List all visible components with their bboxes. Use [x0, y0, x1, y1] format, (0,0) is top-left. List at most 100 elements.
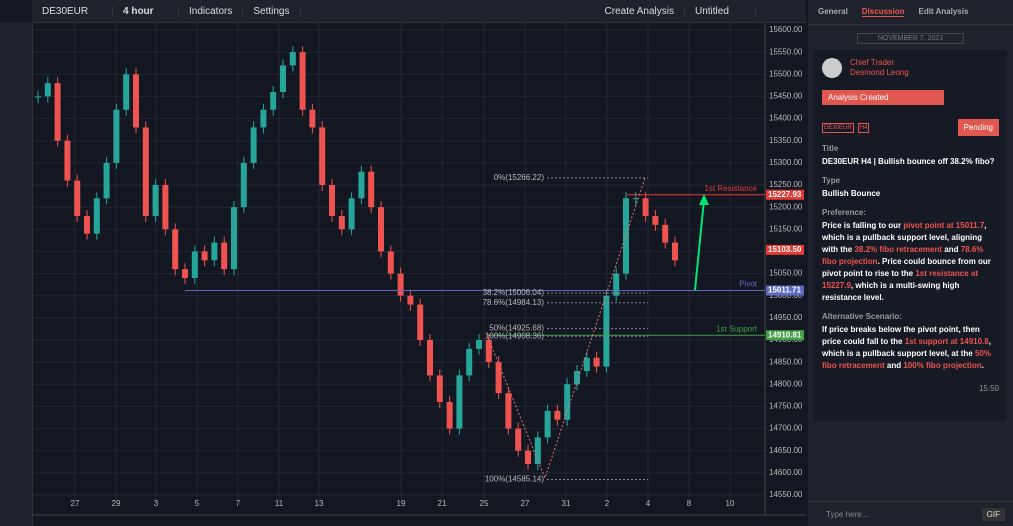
date-label: 25: [480, 499, 489, 508]
text: , which is a pullback support level, ali…: [822, 221, 987, 254]
symbol[interactable]: DE30EUR: [32, 5, 113, 17]
candle: [35, 96, 41, 98]
text: If price breaks below the pivot point, t…: [822, 325, 980, 346]
plot-bg: [33, 22, 806, 526]
price-label: 15200.00: [769, 202, 803, 211]
date-label: 7: [236, 499, 241, 508]
tab[interactable]: Discussion: [861, 7, 905, 17]
price-label: 15450.00: [769, 92, 803, 101]
candle: [417, 304, 424, 340]
candle: [103, 162, 110, 199]
candle: [593, 357, 600, 367]
candle: [93, 198, 100, 234]
text: and: [942, 245, 961, 254]
candle: [358, 171, 365, 199]
candle: [191, 251, 198, 278]
candle: [485, 340, 492, 363]
text: . Price could bounce from our pivot poin…: [822, 257, 991, 278]
date-label: 27: [71, 499, 80, 508]
price-label: 15600.00: [769, 25, 803, 34]
candle: [387, 251, 394, 274]
price-label: 15250.00: [769, 180, 803, 189]
price-label: 15500.00: [769, 69, 803, 78]
pending: Pending: [957, 119, 999, 136]
candle: [583, 357, 590, 371]
candle: [123, 74, 130, 110]
highlight: 100% fibo projection: [903, 361, 982, 370]
price-label: 15400.00: [769, 114, 803, 123]
arrow-head: [699, 194, 709, 205]
price-tag-label: 15103.50: [768, 245, 802, 254]
layout-name[interactable]: Untitled: [685, 5, 756, 17]
date-label: 8: [687, 499, 692, 508]
candle: [642, 198, 649, 216]
candle: [133, 74, 139, 128]
candle: [378, 207, 384, 252]
candle: [280, 65, 286, 92]
interval[interactable]: 4 hour: [113, 5, 179, 17]
label: Alternative Scenario:: [822, 312, 903, 321]
candle: [319, 127, 326, 185]
price-label: 15050.00: [769, 269, 803, 278]
preference: Price is falling to our pivot point at 1…: [822, 220, 999, 304]
role: Chief Trader: [850, 58, 895, 67]
candle: [231, 207, 237, 270]
indicators[interactable]: Indicators: [179, 5, 244, 17]
settings[interactable]: Settings: [243, 5, 301, 17]
candle: [152, 185, 159, 216]
badge: DE30EUR: [822, 122, 854, 133]
candle: [182, 269, 188, 278]
candle: [564, 384, 571, 420]
candle: [456, 375, 463, 429]
fib-path: [486, 177, 646, 480]
text: and: [884, 361, 904, 370]
candle: [495, 362, 502, 394]
candle: [505, 393, 512, 429]
input[interactable]: Type here...: [826, 509, 869, 519]
price-label: 15350.00: [769, 136, 803, 145]
chart: 15600.00 15550.00 15500.00 15450.00 15400.00…: [33, 22, 806, 526]
price-label: 14950.00: [769, 313, 803, 322]
author: Desmond Leong: [850, 68, 909, 77]
candle: [54, 83, 61, 141]
date-label: 19: [397, 499, 406, 508]
gif-button[interactable]: GIF: [981, 507, 1005, 521]
candle: [525, 450, 531, 464]
analysis-card: Chief Trader Desmond Leong Analysis Creat…: [814, 50, 1007, 421]
text: , which is a multi-swing high resistance…: [822, 281, 960, 302]
candle: [250, 127, 257, 163]
date-label: 21: [438, 499, 447, 508]
candle: [436, 375, 443, 402]
date-label: 11: [275, 499, 284, 508]
tab[interactable]: General: [818, 7, 848, 16]
level-name: 1st Resistance: [705, 184, 758, 193]
price-label: 14650.00: [769, 446, 803, 455]
candle: [613, 273, 620, 296]
price-tag-label: 14910.81: [768, 330, 802, 339]
candle: [446, 402, 453, 429]
candle: [172, 229, 179, 270]
candle: [534, 437, 541, 464]
price-label: 14750.00: [769, 402, 803, 411]
candle: [632, 198, 639, 200]
toolbar: DE30EUR 4 hour Indicators Settings Creat…: [32, 0, 806, 23]
price-label: 14900.00: [769, 335, 803, 344]
candle: [240, 162, 247, 208]
candle: [329, 185, 335, 216]
label: Title: [822, 144, 839, 153]
create-analysis[interactable]: Create Analysis: [595, 5, 685, 17]
candle: [260, 109, 267, 128]
candle: [113, 109, 120, 163]
level-name: 1st Support: [716, 324, 758, 333]
candle: [368, 171, 375, 208]
candle: [574, 371, 580, 385]
price-label: 14600.00: [769, 468, 803, 477]
price-label: 15000.00: [769, 291, 803, 300]
level-name: Pivot: [739, 280, 758, 289]
fib-label: 78.6%(14984.13): [483, 298, 545, 307]
fib-label: 50%(14925.68): [489, 324, 544, 333]
title: DE30EUR H4 | Bullish bounce off 38.2% fi…: [822, 157, 995, 166]
highlight: 1st resistance at 15227.9: [822, 269, 979, 290]
tab[interactable]: Edit Analysis: [918, 7, 969, 16]
